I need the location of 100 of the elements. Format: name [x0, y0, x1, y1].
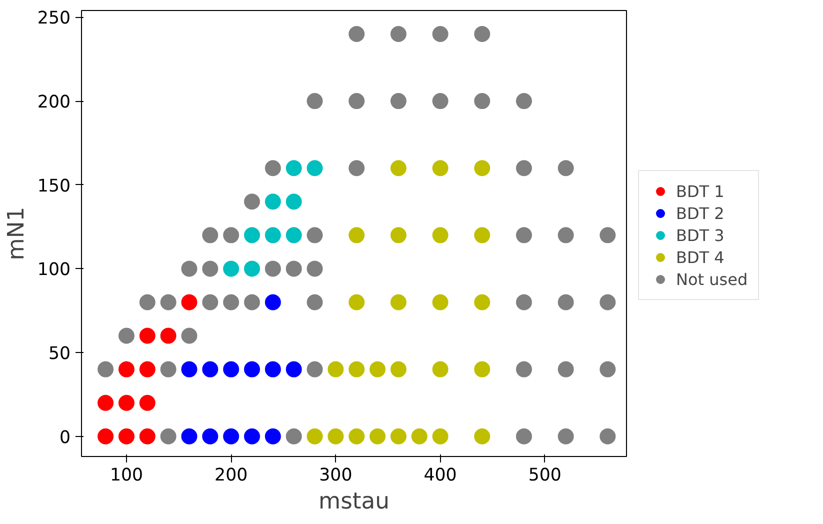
point [516, 227, 532, 244]
point [98, 361, 114, 378]
point [474, 93, 490, 110]
point [558, 428, 574, 444]
point [264, 194, 281, 210]
point [202, 260, 218, 277]
point [432, 361, 448, 378]
point [516, 93, 532, 110]
point [139, 428, 156, 444]
y-tick-label: 50 [48, 344, 71, 364]
point [286, 194, 302, 210]
point [516, 428, 532, 444]
legend-label: BDT 4 [676, 248, 724, 266]
point [160, 428, 176, 444]
point [244, 294, 260, 310]
point [348, 26, 365, 42]
point [118, 394, 134, 411]
point [348, 227, 365, 244]
point [474, 428, 490, 444]
point [98, 394, 114, 411]
x-tick-label: 100 [110, 466, 144, 486]
point [306, 160, 323, 176]
point [474, 361, 490, 378]
point [160, 294, 176, 310]
point [390, 160, 406, 176]
point [558, 294, 574, 310]
point [202, 428, 218, 444]
point [118, 361, 134, 378]
point [600, 428, 616, 444]
point [286, 361, 302, 378]
x-tick-label: 300 [319, 466, 352, 486]
point [264, 160, 281, 176]
x-tick-label: 200 [214, 466, 248, 486]
legend-label: BDT 3 [676, 226, 724, 244]
point [474, 160, 490, 176]
y-tick-label: 200 [37, 92, 71, 113]
point [286, 428, 302, 444]
point [244, 361, 260, 378]
point [286, 260, 302, 277]
point [411, 428, 428, 444]
y-tick-label: 150 [37, 176, 71, 196]
point [244, 194, 260, 210]
point [474, 227, 490, 244]
point [202, 227, 218, 244]
point [390, 428, 406, 444]
point [202, 361, 218, 378]
point [306, 294, 323, 310]
point [181, 294, 198, 310]
point [264, 227, 281, 244]
point [432, 160, 448, 176]
point [264, 260, 281, 277]
point [160, 361, 176, 378]
point [390, 227, 406, 244]
point [264, 428, 281, 444]
point [474, 26, 490, 42]
point [474, 294, 490, 310]
point [306, 93, 323, 110]
point [558, 227, 574, 244]
point [244, 428, 260, 444]
point [348, 361, 365, 378]
point [286, 160, 302, 176]
point [390, 294, 406, 310]
point [516, 294, 532, 310]
point [370, 428, 386, 444]
point [348, 160, 365, 176]
point [516, 361, 532, 378]
point [306, 361, 323, 378]
point [244, 260, 260, 277]
point [223, 294, 240, 310]
point [264, 294, 281, 310]
y-tick-label: 100 [37, 260, 71, 280]
point [390, 93, 406, 110]
point [181, 428, 198, 444]
point [328, 428, 344, 444]
point [432, 93, 448, 110]
point [118, 328, 134, 344]
point [600, 227, 616, 244]
y-axis-title: mN1 [3, 206, 30, 260]
point [306, 227, 323, 244]
x-axis-title: mstau [318, 488, 390, 514]
point [306, 428, 323, 444]
point [264, 361, 281, 378]
x-tick-label: 400 [424, 466, 457, 486]
point [118, 428, 134, 444]
point [181, 328, 198, 344]
point [244, 227, 260, 244]
point [139, 294, 156, 310]
point [223, 227, 240, 244]
point [181, 361, 198, 378]
point [348, 294, 365, 310]
point [139, 361, 156, 378]
point [160, 328, 176, 344]
point [432, 294, 448, 310]
point [432, 428, 448, 444]
point [558, 160, 574, 176]
point [600, 294, 616, 310]
point [328, 361, 344, 378]
point [223, 361, 240, 378]
point [600, 361, 616, 378]
point [181, 260, 198, 277]
